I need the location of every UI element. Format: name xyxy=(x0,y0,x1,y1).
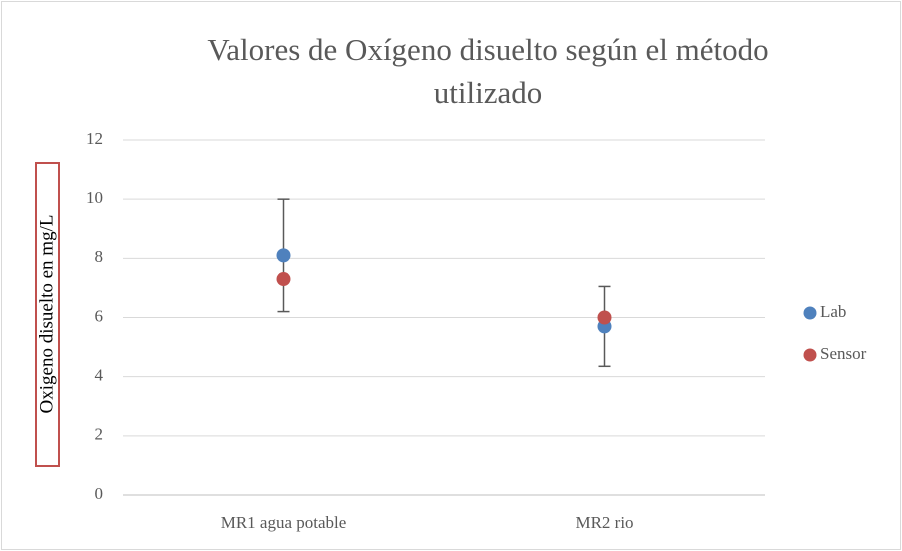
data-point xyxy=(597,310,612,325)
chart-title: Valores de Oxígeno disuelto según el mét… xyxy=(207,32,769,110)
x-tick-label: MR2 rio xyxy=(575,513,633,532)
y-axis-label: Oxigeno disuelto en mg/L xyxy=(36,215,57,414)
y-tick-label: 0 xyxy=(95,484,104,503)
data-point xyxy=(276,272,291,287)
legend-label: Lab xyxy=(820,302,846,321)
y-tick-label: 12 xyxy=(86,129,103,148)
legend-marker xyxy=(803,306,817,320)
y-tick-label: 10 xyxy=(86,188,103,207)
y-tick-label: 2 xyxy=(95,425,104,444)
legend-label: Sensor xyxy=(820,344,867,363)
y-tick-label: 6 xyxy=(95,306,104,325)
data-point xyxy=(276,248,291,263)
y-tick-label: 8 xyxy=(95,247,104,266)
x-tick-label: MR1 agua potable xyxy=(221,513,347,532)
y-tick-label: 4 xyxy=(95,366,104,385)
y-label-box xyxy=(35,162,60,467)
legend-marker xyxy=(803,348,817,362)
